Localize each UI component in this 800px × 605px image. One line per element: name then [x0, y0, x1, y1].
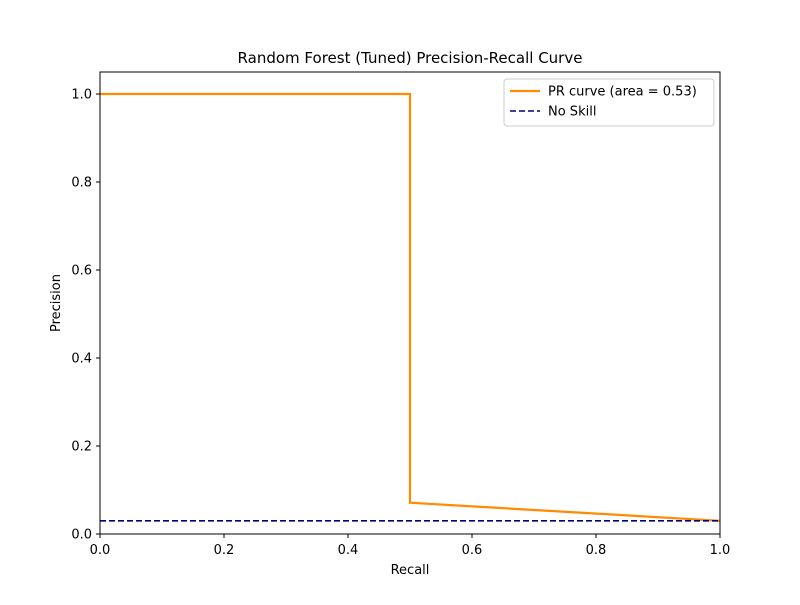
x-tick-label: 0.0 [90, 543, 111, 558]
chart-title: Random Forest (Tuned) Precision-Recall C… [238, 49, 583, 67]
legend-entry-label: No Skill [548, 105, 596, 120]
y-tick-label: 1.0 [71, 88, 92, 103]
y-tick-label: 0.4 [71, 352, 92, 367]
x-tick-label: 0.8 [586, 543, 607, 558]
legend-box [503, 78, 715, 127]
y-axis-label: Precision [49, 274, 64, 332]
x-axis-label: Recall [391, 563, 430, 578]
y-tick-label: 0.6 [71, 264, 92, 279]
x-tick-label: 0.4 [338, 543, 359, 558]
plot-frame [99, 71, 721, 535]
series-line-pr-curve [100, 92, 721, 522]
y-tick-label: 0.2 [71, 440, 92, 455]
y-tick-label: 0.0 [71, 528, 92, 543]
x-tick-label: 0.6 [462, 543, 483, 558]
x-tick-label: 1.0 [710, 543, 731, 558]
legend: PR curve (area = 0.53) No Skill [503, 78, 715, 127]
axis-ticks: 0.0 0.2 0.4 0.6 0.8 1.0 0.0 0.2 0.4 0.6 0.8 1.0 [71, 88, 730, 559]
x-tick-label: 0.2 [214, 543, 235, 558]
legend-entry-label: PR curve (area = 0.53) [548, 85, 697, 100]
y-tick-label: 0.8 [71, 176, 92, 191]
plot-marks [100, 92, 721, 522]
